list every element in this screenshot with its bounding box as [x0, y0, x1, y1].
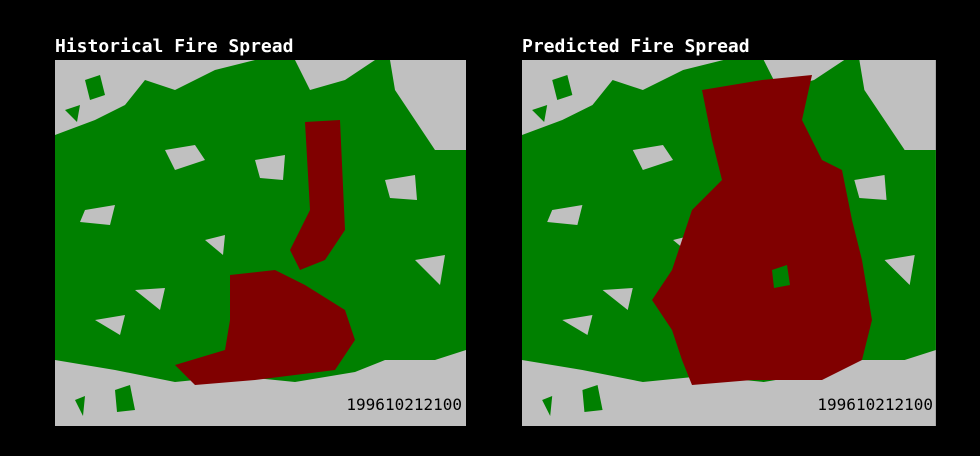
historical-panel: Historical Fire Spread 19961021210​0	[55, 36, 466, 426]
fire-map: 19961021210​0	[55, 60, 466, 426]
timestamp: 19961021210​0	[817, 395, 933, 414]
timestamp: 19961021210​0	[346, 395, 462, 414]
page: Historical Fire Spread 19961021210​0 Pre…	[0, 0, 980, 456]
screen: Historical Fire Spread 19961021210​0 Pre…	[0, 0, 980, 456]
panel-title: Historical Fire Spread	[55, 36, 293, 57]
predicted-panel: Predicted Fire Spread 19961021210​0	[522, 36, 936, 426]
fire-map: 19961021210​0	[522, 60, 936, 426]
panel-title: Predicted Fire Spread	[522, 36, 750, 57]
